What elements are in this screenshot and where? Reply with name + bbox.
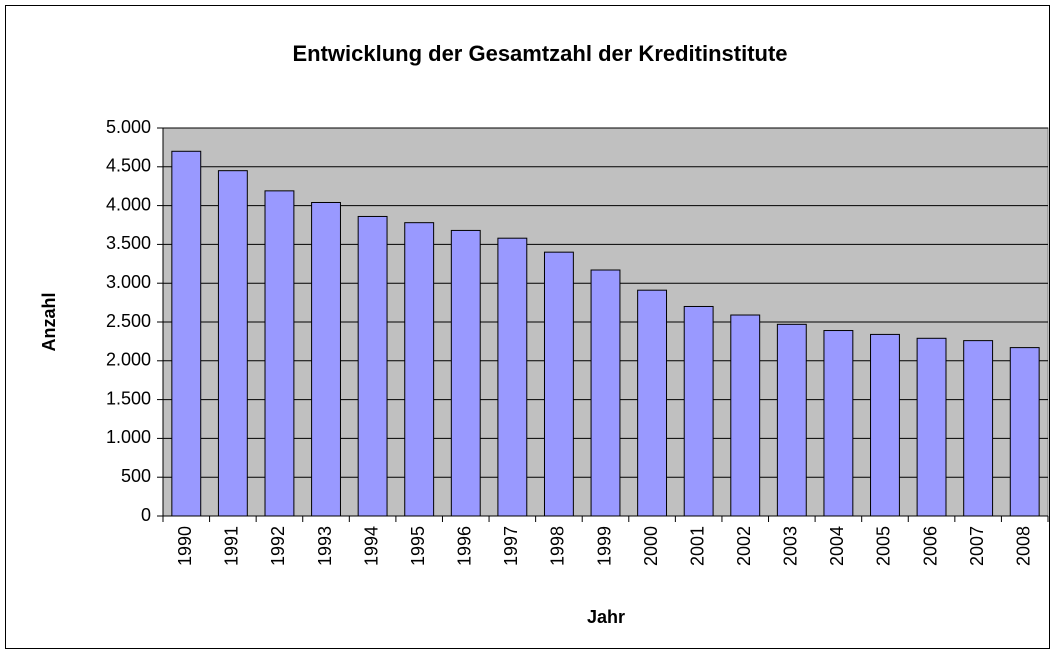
bar bbox=[823, 330, 854, 517]
bar bbox=[870, 333, 900, 517]
bar bbox=[497, 237, 528, 517]
bar bbox=[404, 222, 435, 517]
x-tick-label: 2003 bbox=[781, 526, 801, 566]
y-tick-label: 500 bbox=[121, 466, 151, 486]
y-axis-label: Anzahl bbox=[39, 292, 59, 351]
x-tick-label: 1999 bbox=[594, 526, 614, 566]
x-tick-label: 1993 bbox=[315, 526, 335, 566]
y-tick-label: 4.500 bbox=[106, 156, 151, 176]
bar bbox=[450, 229, 481, 517]
x-tick-label: 2008 bbox=[1013, 526, 1033, 566]
bar bbox=[1009, 347, 1040, 517]
y-tick-label: 3.000 bbox=[106, 272, 151, 292]
x-tick-label: 1998 bbox=[548, 526, 568, 566]
bar bbox=[543, 251, 574, 517]
y-tick-label: 1.000 bbox=[106, 427, 151, 447]
x-tick-label: 1992 bbox=[268, 526, 288, 566]
bar bbox=[311, 201, 341, 517]
bar bbox=[916, 337, 947, 517]
bar bbox=[776, 323, 807, 517]
y-tick-label: 4.000 bbox=[106, 194, 151, 214]
y-tick-label: 3.500 bbox=[106, 233, 151, 253]
x-tick-label: 1991 bbox=[222, 526, 242, 566]
x-tick-label: 2006 bbox=[920, 526, 940, 566]
x-tick-label: 1996 bbox=[455, 526, 475, 566]
bar bbox=[264, 190, 295, 517]
x-axis-label: Jahr bbox=[587, 607, 625, 627]
bar bbox=[730, 314, 761, 517]
x-tick-label: 2004 bbox=[827, 526, 847, 566]
y-tick-label: 5.000 bbox=[106, 117, 151, 137]
y-tick-label: 2.000 bbox=[106, 350, 151, 370]
bar bbox=[683, 305, 714, 517]
y-tick-label: 0 bbox=[141, 505, 151, 525]
y-tick-label: 1.500 bbox=[106, 388, 151, 408]
x-tick-label: 1990 bbox=[175, 526, 195, 566]
chart-title: Entwicklung der Gesamtzahl der Kreditins… bbox=[292, 41, 787, 66]
bar bbox=[637, 289, 668, 517]
bar bbox=[171, 150, 202, 517]
x-tick-label: 1995 bbox=[408, 526, 428, 566]
x-tick-label: 2000 bbox=[641, 526, 661, 566]
x-tick-label: 2001 bbox=[687, 526, 707, 566]
bar bbox=[217, 170, 248, 517]
y-tick-label: 2.500 bbox=[106, 311, 151, 331]
bar bbox=[357, 215, 388, 517]
x-tick-label: 1994 bbox=[361, 526, 381, 566]
x-tick-label: 2002 bbox=[734, 526, 754, 566]
x-tick-label: 1997 bbox=[501, 526, 521, 566]
bar bbox=[963, 340, 994, 517]
bar bbox=[590, 269, 621, 517]
x-tick-label: 2007 bbox=[967, 526, 987, 566]
x-tick-label: 2005 bbox=[874, 526, 894, 566]
